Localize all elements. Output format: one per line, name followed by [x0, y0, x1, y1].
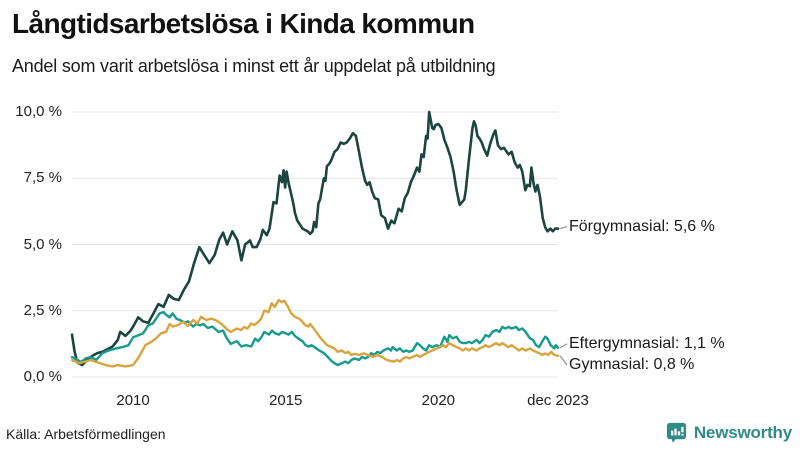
x-tick-label: 2020 — [421, 392, 456, 409]
series-line-eftergymnasial — [70, 310, 560, 367]
x-tick-label: 2010 — [116, 392, 150, 409]
y-tick-label: 0,0 % — [23, 368, 62, 385]
legend-connector — [559, 225, 568, 230]
legend-connectors — [559, 225, 568, 366]
series-end-label-förgymnasial: Förgymnasial: 5,6 % — [569, 217, 715, 235]
series-lines — [70, 110, 560, 368]
legend-connector — [559, 355, 568, 366]
series-end-label-eftergymnasial: Eftergymnasial: 1,1 % — [569, 334, 725, 352]
y-tick-label: 2,5 % — [23, 301, 62, 319]
series-line-förgymnasial — [70, 110, 560, 367]
series-line-gymnasial — [70, 298, 560, 368]
series-end-label-gymnasial: Gymnasial: 0,8 % — [569, 355, 695, 373]
source-note: Källa: Arbetsförmedlingen — [6, 426, 166, 442]
gridlines — [72, 111, 558, 378]
x-tick-label: 2015 — [269, 392, 303, 409]
newsworthy-bar-chart-pin-icon — [666, 422, 686, 443]
chart-title: Långtidsarbetslösa i Kinda kommun — [12, 8, 475, 39]
legend-connector — [559, 343, 568, 349]
x-tick-label: dec 2023 — [527, 392, 589, 409]
y-tick-label: 5,0 % — [23, 235, 62, 253]
chart-subtitle: Andel som varit arbetslösa i minst ett å… — [12, 56, 496, 76]
newsworthy-wordmark: Newsworthy — [693, 422, 792, 442]
y-tick-label: 7,5 % — [23, 169, 62, 187]
newsworthy-logo: Newsworthy — [665, 421, 792, 444]
y-tick-label: 10,0 % — [15, 103, 62, 120]
